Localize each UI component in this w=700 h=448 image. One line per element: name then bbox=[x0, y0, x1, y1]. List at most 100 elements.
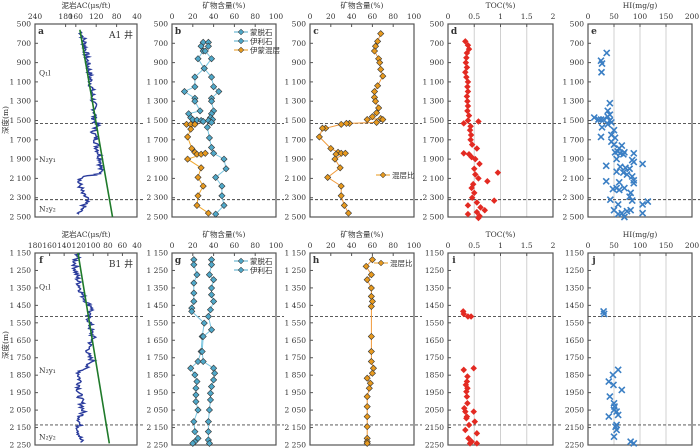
data-point bbox=[204, 38, 212, 46]
legend-label: 蒙脱石 bbox=[250, 256, 273, 266]
data-point bbox=[337, 182, 345, 190]
y-tick-label: 1 300 bbox=[563, 97, 585, 106]
data-point bbox=[367, 302, 375, 310]
legend-label: 混层比 bbox=[392, 170, 415, 180]
legend-label: 伊蒙混层 bbox=[250, 45, 280, 55]
x-axis-title: 矿物含量(%) bbox=[203, 0, 246, 10]
y-tick-label: 1 750 bbox=[10, 353, 32, 362]
legend-marker bbox=[237, 37, 245, 45]
data-point bbox=[369, 364, 377, 372]
y-tick-label: 1550 bbox=[565, 318, 584, 327]
legend-marker bbox=[237, 28, 245, 36]
y-tick-label: 500 bbox=[430, 20, 445, 29]
data-point bbox=[187, 120, 195, 128]
y-tick-label: 1 350 bbox=[285, 283, 307, 292]
data-point bbox=[473, 440, 481, 447]
data-point bbox=[367, 332, 375, 341]
y-tick-label: 1 950 bbox=[10, 388, 32, 397]
data-point bbox=[210, 83, 218, 91]
y-tick-label: 2 300 bbox=[10, 193, 32, 202]
y-tick-label: 900 bbox=[292, 58, 307, 67]
x-tick-label: 150 bbox=[659, 12, 674, 21]
y-tick-label: 1450 bbox=[565, 301, 584, 310]
data-point bbox=[630, 149, 638, 157]
data-point bbox=[191, 83, 199, 91]
data-point bbox=[620, 184, 628, 192]
data-point bbox=[207, 143, 216, 152]
data-point bbox=[610, 126, 618, 134]
data-point bbox=[363, 413, 371, 421]
formation-label: N₂y₁ bbox=[39, 155, 56, 164]
data-point bbox=[207, 326, 216, 334]
data-point bbox=[210, 276, 218, 284]
x-tick-label: 60 bbox=[368, 241, 378, 250]
data-point bbox=[467, 313, 475, 320]
y-tick-label: 900 bbox=[17, 58, 32, 67]
data-point bbox=[324, 173, 332, 181]
y-tick-label: 1 450 bbox=[147, 301, 169, 310]
data-point bbox=[327, 144, 335, 153]
y-tick-label: 1 750 bbox=[147, 353, 169, 362]
data-point bbox=[180, 88, 189, 96]
data-point bbox=[207, 383, 216, 391]
legend-marker bbox=[237, 46, 245, 54]
data-point bbox=[191, 97, 199, 105]
data-point bbox=[610, 433, 618, 441]
y-tick-label: 1 150 bbox=[285, 249, 307, 258]
y-tick-label: 1250 bbox=[565, 266, 584, 275]
y-tick-label: 2 150 bbox=[10, 423, 32, 432]
data-point bbox=[363, 439, 371, 447]
y-tick-label: 2 500 bbox=[10, 213, 32, 222]
y-tick-label: 700 bbox=[17, 39, 32, 48]
y-tick-label: 1 300 bbox=[285, 97, 307, 106]
data-point bbox=[600, 310, 608, 318]
x-tick-label: 0 bbox=[170, 241, 175, 250]
data-point bbox=[199, 357, 207, 366]
y-tick-label: 1750 bbox=[425, 353, 444, 362]
y-tick-label: 2 500 bbox=[285, 213, 307, 222]
data-point bbox=[627, 206, 635, 214]
data-point bbox=[614, 210, 622, 218]
data-point bbox=[465, 421, 473, 429]
data-point bbox=[613, 426, 621, 434]
y-tick-label: 700 bbox=[570, 39, 585, 48]
data-point bbox=[371, 97, 380, 105]
data-point bbox=[204, 418, 212, 426]
y-tick-label: 1 700 bbox=[285, 135, 307, 144]
data-point bbox=[194, 357, 202, 366]
y-tick-label: 1350 bbox=[565, 283, 584, 292]
data-point bbox=[467, 131, 475, 139]
x-tick-label: 40 bbox=[132, 241, 142, 250]
data-point bbox=[613, 168, 621, 176]
y-tick-label: 1 450 bbox=[285, 301, 307, 310]
well-name: B1 井 bbox=[109, 258, 133, 270]
y-tick-label: 2 500 bbox=[147, 213, 169, 222]
x-tick-label: 160 bbox=[69, 12, 84, 21]
y-tick-label: 2 250 bbox=[147, 441, 169, 448]
data-point bbox=[614, 411, 622, 419]
data-point bbox=[210, 376, 218, 384]
data-point bbox=[368, 369, 376, 377]
y-tick-label: 2 050 bbox=[10, 406, 32, 415]
panel-f: 泥岩AC(μs/ft) 180 160 140 120 100 80 60 40 1 150 1 2… bbox=[10, 229, 145, 448]
data-point bbox=[464, 83, 471, 90]
data-point bbox=[468, 194, 476, 201]
y-tick-label: 1350 bbox=[425, 283, 444, 292]
data-point bbox=[606, 393, 614, 401]
data-point bbox=[604, 113, 612, 121]
data-point bbox=[367, 284, 375, 292]
data-point bbox=[218, 182, 226, 190]
panel-c: 矿物含量(%) 0 20 40 60 80 100 500 700 900 1 100 1 300 1 … bbox=[285, 0, 422, 222]
data-point bbox=[207, 55, 216, 63]
data-point bbox=[475, 175, 482, 182]
data-point bbox=[184, 133, 192, 141]
data-point bbox=[191, 428, 199, 436]
y-tick-label: 1 350 bbox=[10, 283, 32, 292]
y-tick-label: 1 650 bbox=[285, 336, 307, 345]
data-point bbox=[472, 171, 479, 178]
y-tick-label: 1 650 bbox=[147, 336, 169, 345]
x-tick-label: 80 bbox=[250, 12, 260, 21]
panel-e: HI(mg/g) 0 50 100 150 200 500 700 900 1 100 1 300 1… bbox=[563, 1, 700, 222]
x-axis-title: 矿物含量(%) bbox=[341, 229, 384, 239]
x-tick-label: 40 bbox=[209, 241, 219, 250]
